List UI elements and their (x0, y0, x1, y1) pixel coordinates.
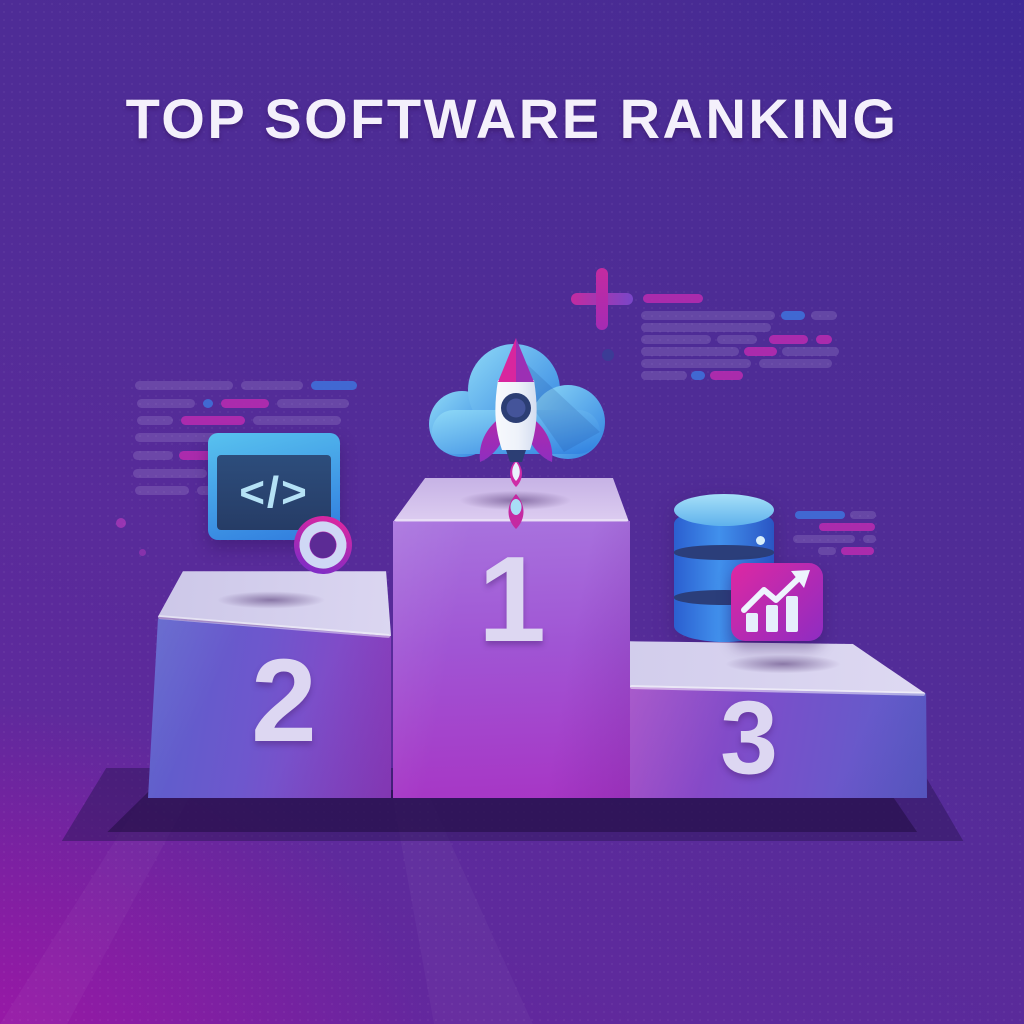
text-line (744, 347, 777, 356)
text-line (203, 399, 213, 408)
text-line (769, 335, 808, 344)
gear-icon (294, 516, 352, 574)
stacked-bar-chart-icon (641, 396, 781, 474)
window-dot (245, 439, 254, 448)
rank-2-label: 2 (251, 635, 317, 767)
text-line (641, 335, 711, 344)
text-line (311, 381, 357, 390)
text-line (793, 535, 855, 543)
text-line (137, 416, 173, 425)
code-symbol: </> (239, 467, 309, 517)
text-line (135, 433, 245, 442)
text-line (181, 416, 245, 425)
text-line (816, 335, 832, 344)
text-line (710, 371, 743, 380)
text-line (863, 535, 876, 543)
text-line (277, 399, 349, 408)
text-line (759, 359, 832, 368)
text-line (133, 469, 207, 478)
text-line (795, 511, 845, 519)
page-title: TOP SOFTWARE RANKING (125, 87, 899, 150)
plus-icon (571, 268, 633, 330)
decor-dot (139, 549, 146, 556)
text-line (641, 359, 751, 368)
podium-first-front (393, 521, 630, 798)
text-line (641, 323, 771, 332)
text-line (137, 399, 195, 408)
text-line (691, 371, 705, 380)
text-line (782, 347, 839, 356)
podium-third-front (629, 687, 927, 798)
donut-chart-icon (793, 390, 877, 474)
code-lines-block (641, 294, 881, 386)
rank-1-label: 1 (478, 531, 546, 667)
window-dot (219, 439, 228, 448)
text-line (221, 399, 269, 408)
text-line (241, 381, 303, 390)
text-line (818, 547, 836, 555)
text-line (135, 486, 189, 495)
window-dot (232, 439, 241, 448)
text-line (641, 371, 687, 380)
decor-dot (602, 349, 614, 361)
text-line (717, 335, 757, 344)
code-lines-block (793, 511, 903, 563)
text-line (133, 451, 173, 460)
text-line (841, 547, 874, 555)
window-dots (219, 439, 254, 448)
text-line (641, 311, 775, 320)
text-line (643, 294, 703, 303)
text-line (135, 381, 233, 390)
text-line (811, 311, 837, 320)
text-line (253, 416, 341, 425)
text-line (819, 523, 875, 531)
text-line (781, 311, 805, 320)
text-line (850, 511, 876, 519)
rank-3-label: 3 (720, 680, 778, 797)
text-line (641, 347, 739, 356)
bar-chart-icon (233, 262, 373, 363)
podium-second-front (148, 618, 391, 798)
growth-chart-icon (731, 563, 823, 641)
cloud-rocket-icon (429, 338, 605, 529)
database-icon (674, 494, 774, 642)
decor-dot (116, 518, 126, 528)
